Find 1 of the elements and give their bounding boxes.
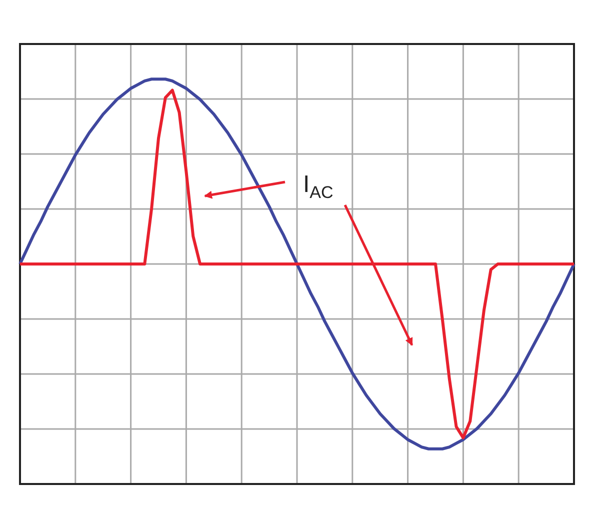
annotation: I$_{AC}$ bbox=[303, 171, 334, 202]
